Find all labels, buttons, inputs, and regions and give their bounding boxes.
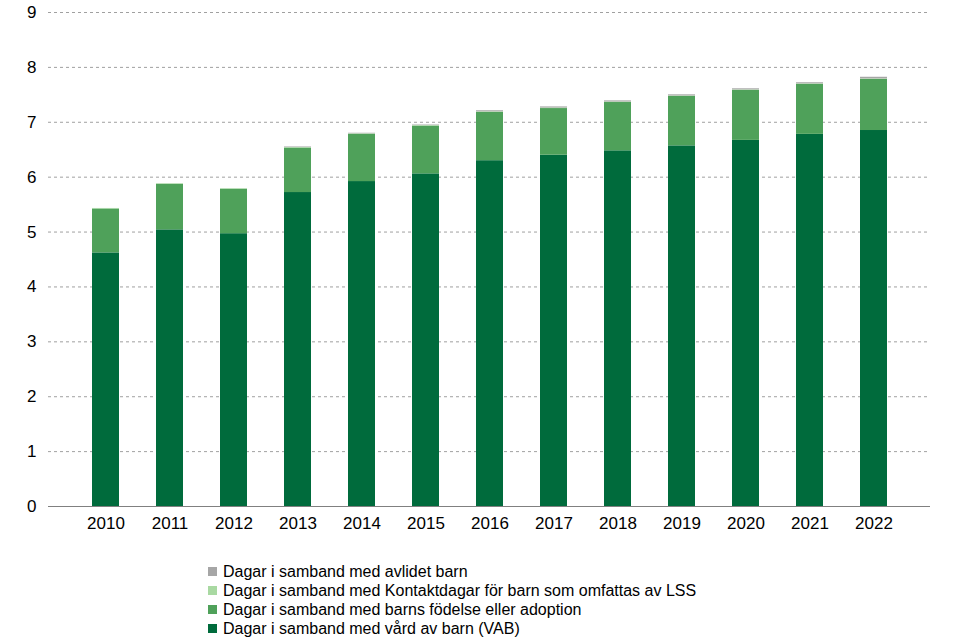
html-text:Dagar i samband med Kontaktdag: Dagar i samband med Kontaktdagar för bar… [223,582,697,599]
html-text:Dagar i samband med vård av ba: Dagar i samband med vård av barn (VAB) [223,620,520,637]
svg-text:4: 4 [27,277,36,296]
svg-text:3: 3 [27,332,36,351]
svg-text:0: 0 [27,497,36,516]
svg-text:2014: 2014 [343,514,381,533]
svg-text:2013: 2013 [279,514,317,533]
svg-text:2019: 2019 [663,514,701,533]
svg-text:2018: 2018 [599,514,637,533]
svg-text:9: 9 [27,3,36,22]
svg-text:6: 6 [27,168,36,187]
svg-text:2012: 2012 [215,514,253,533]
svg-text:2017: 2017 [535,514,573,533]
svg-text:2015: 2015 [407,514,445,533]
html-text:Dagar i samband med barns föde: Dagar i samband med barns födelse eller … [223,601,582,618]
svg-text:7: 7 [27,113,36,132]
html-text:Dagar i samband med avlidet ba: Dagar i samband med avlidet barn [223,563,468,580]
svg-text:8: 8 [27,58,36,77]
svg-text:2020: 2020 [727,514,765,533]
svg-text:2016: 2016 [471,514,509,533]
svg-text:2011: 2011 [152,514,189,533]
svg-text:2022: 2022 [855,514,893,533]
svg-text:5: 5 [27,222,36,241]
svg-text:1: 1 [27,442,36,461]
svg-text:2: 2 [27,387,36,406]
svg-text:2021: 2021 [791,514,829,533]
svg-text:2010: 2010 [87,514,125,533]
